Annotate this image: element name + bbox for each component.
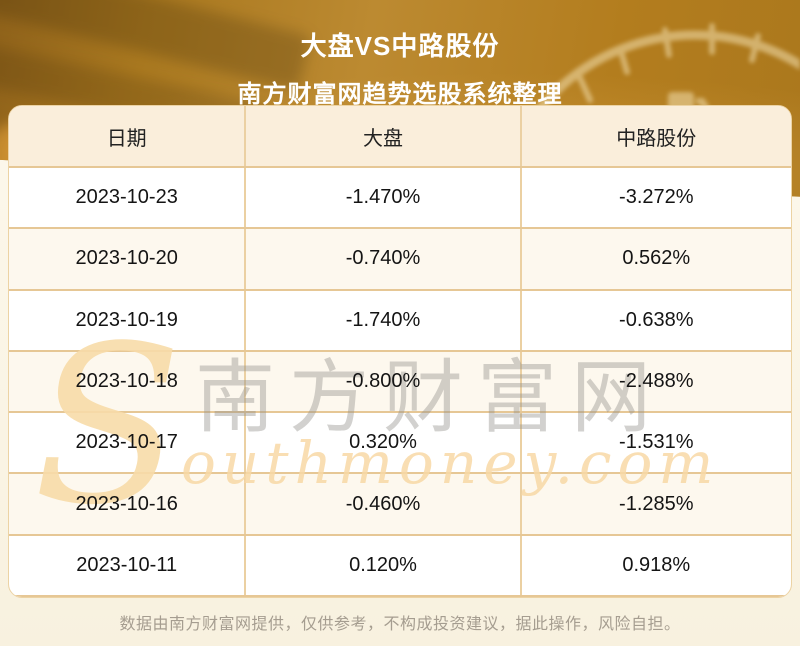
table-row: 2023-10-23 -1.470% -3.272% xyxy=(9,168,791,230)
market-change-cell: -1.740% xyxy=(244,290,519,350)
date-cell: 2023-10-23 xyxy=(75,186,178,209)
market-change-cell: 0.320% xyxy=(244,413,519,473)
market-change-cell: -1.470% xyxy=(244,168,519,228)
date-cell: 2023-10-19 xyxy=(75,308,178,331)
table-header-row: 日期 大盘 中路股份 xyxy=(9,106,791,168)
date-cell: 2023-10-17 xyxy=(75,431,178,454)
market-change-cell: -0.740% xyxy=(244,229,519,289)
table-row: 2023-10-19 -1.740% -0.638% xyxy=(9,290,791,352)
market-change-cell: -0.800% xyxy=(244,351,519,412)
date-cell: 2023-10-20 xyxy=(75,247,178,270)
stock-change-cell: -1.531% xyxy=(519,413,791,473)
stock-change-cell: -2.488% xyxy=(519,351,791,412)
stock-change-cell: -1.285% xyxy=(519,474,791,534)
stock-change-cell: 0.562% xyxy=(519,229,791,289)
table-row: 2023-10-17 0.320% -1.531% xyxy=(9,413,791,475)
stock-change-cell: -0.638% xyxy=(519,290,791,350)
page-title: 大盘VS中路股份 xyxy=(300,31,500,61)
table-row: 2023-10-11 0.120% 0.918% xyxy=(9,535,791,597)
column-header-date: 日期 xyxy=(106,127,147,150)
column-header-stock: 中路股份 xyxy=(519,106,791,166)
market-change-cell: -0.460% xyxy=(244,474,519,534)
page-subtitle: 南方财富网趋势选股系统整理 xyxy=(237,81,563,108)
table-row: 2023-10-18 -0.800% -2.488% xyxy=(9,351,791,414)
market-change-cell: 0.120% xyxy=(244,535,519,595)
column-header-market: 大盘 xyxy=(244,106,519,166)
table-row: 2023-10-20 -0.740% 0.562% xyxy=(9,229,791,291)
table-row: 2023-10-16 -0.460% -1.285% xyxy=(9,474,791,536)
date-cell: 2023-10-18 xyxy=(75,369,178,392)
disclaimer-text: 数据由南方财富网提供，仅供参考，不构成投资建议，据此操作，风险自担。 xyxy=(119,616,681,633)
stock-change-cell: -3.272% xyxy=(519,168,791,228)
stock-change-cell: 0.918% xyxy=(519,535,791,595)
date-cell: 2023-10-16 xyxy=(75,492,178,515)
date-cell: 2023-10-11 xyxy=(76,553,178,576)
comparison-table: 日期 大盘 中路股份 2023-10-23 -1.470% -3.272% 20… xyxy=(8,105,792,598)
